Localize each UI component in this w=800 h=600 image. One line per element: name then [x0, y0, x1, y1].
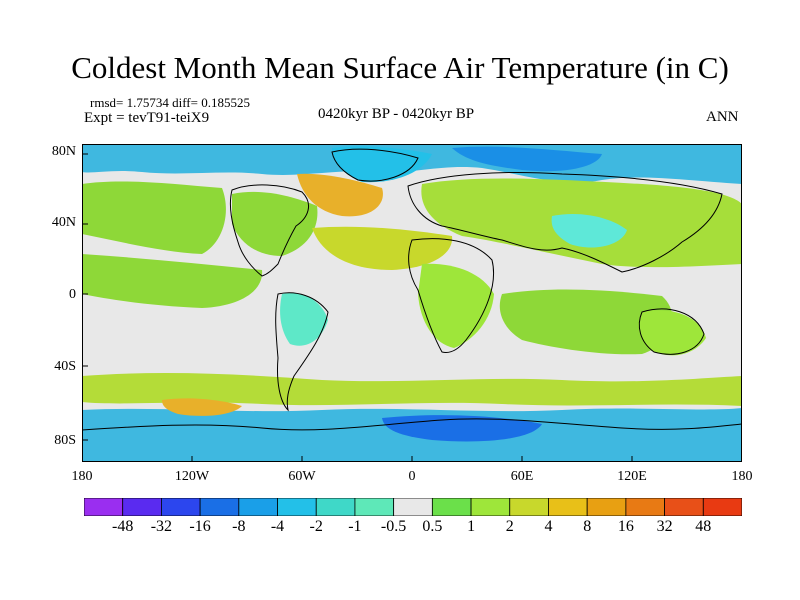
coastlines — [82, 148, 742, 431]
colorbar-swatch — [354, 498, 395, 516]
indian-ocean-green — [499, 289, 673, 355]
southern-ocean-green — [82, 373, 742, 406]
colorbar-swatch — [277, 498, 317, 516]
tropical-pacific-green — [82, 254, 263, 308]
colorbar-swatch — [509, 498, 549, 516]
colorbar-label: 4 — [544, 518, 553, 535]
colorbar-label: -8 — [232, 518, 246, 535]
colorbar-label: -48 — [112, 518, 134, 535]
colorbar-label: -2 — [309, 518, 323, 535]
colorbar-swatch — [431, 498, 472, 516]
colorbar-label: -1 — [348, 518, 362, 535]
lat-tick-40s: 40S — [54, 359, 76, 374]
colorbar-label: 8 — [583, 518, 592, 535]
colorbar-label: -0.5 — [380, 518, 407, 535]
lon-tick-60e: 60E — [510, 469, 534, 484]
temperature-map — [82, 144, 742, 462]
coast-south-america — [275, 292, 329, 412]
colorbar-swatch — [470, 498, 511, 516]
colorbar-swatch — [199, 498, 240, 516]
colorbar-label: -4 — [270, 518, 285, 535]
weddell-warm — [162, 398, 242, 416]
coast-north-america — [229, 184, 310, 277]
rmsd-value: rmsd= 1.75734 — [90, 95, 169, 110]
pacific-north-green — [82, 181, 226, 254]
lon-tick-120w: 120W — [174, 469, 210, 484]
colorbar-swatch — [548, 498, 588, 516]
colorbar-swatch — [315, 498, 356, 516]
coast-antarctica — [82, 418, 742, 431]
colorbar-swatch — [625, 498, 665, 516]
lon-tick-0: 0 — [408, 469, 416, 484]
coast-australia — [638, 308, 705, 355]
lon-tick-120e: 120E — [617, 469, 647, 484]
colorbar-label: 48 — [695, 518, 712, 535]
north-atlantic-warm — [297, 173, 383, 217]
lat-tick-0: 0 — [69, 287, 76, 302]
colorbar-swatch — [664, 498, 704, 516]
colorbar-swatch — [586, 498, 627, 516]
colorbar-swatch — [161, 498, 201, 516]
lat-tick-80s: 80S — [54, 433, 76, 448]
colorbar-swatch — [84, 498, 124, 516]
coast-greenland — [331, 148, 419, 182]
south-america-cyan — [280, 293, 328, 346]
colorbar-label: -16 — [189, 518, 211, 535]
colorbar-label: 16 — [617, 518, 634, 535]
diff-value: diff= 0.185525 — [172, 95, 250, 110]
lat-tick-80n: 80N — [51, 144, 76, 159]
map-title: Coldest Month Mean Surface Air Temperatu… — [71, 50, 729, 85]
siberia-blue — [452, 146, 602, 172]
tropical-atlantic-yellow — [312, 226, 453, 270]
colorbar-swatch — [702, 498, 742, 516]
tibet-blue — [551, 213, 627, 248]
north-america-green — [232, 191, 318, 256]
coast-africa — [408, 238, 495, 353]
colorbar-swatch — [238, 498, 278, 516]
colorbar-label: 32 — [656, 518, 673, 535]
lon-tick-60w: 60W — [288, 469, 316, 484]
period-label: 0420kyr BP - 0420kyr BP — [318, 106, 475, 122]
lon-tick-180w: 180 — [71, 469, 93, 484]
expt-label: Expt = tevT91-teiX9 — [84, 110, 210, 126]
colorbar-label: 0.5 — [422, 518, 443, 535]
colorbar-swatch — [122, 498, 162, 516]
lon-tick-180e: 180 — [731, 469, 753, 484]
axis-ticks — [82, 153, 633, 462]
australia-green — [638, 310, 706, 356]
colorbar-label: -32 — [150, 518, 173, 535]
colorbar-swatch — [393, 498, 433, 516]
season-label: ANN — [706, 109, 739, 125]
rmsd-label: rmsd= 1.75734 diff= 0.185525 — [90, 95, 250, 111]
colorbar-label: 2 — [505, 518, 514, 535]
coast-eurasia — [407, 172, 723, 273]
colorbar — [84, 498, 742, 516]
lat-tick-40n: 40N — [51, 215, 76, 230]
colorbar-label: 1 — [467, 518, 476, 535]
